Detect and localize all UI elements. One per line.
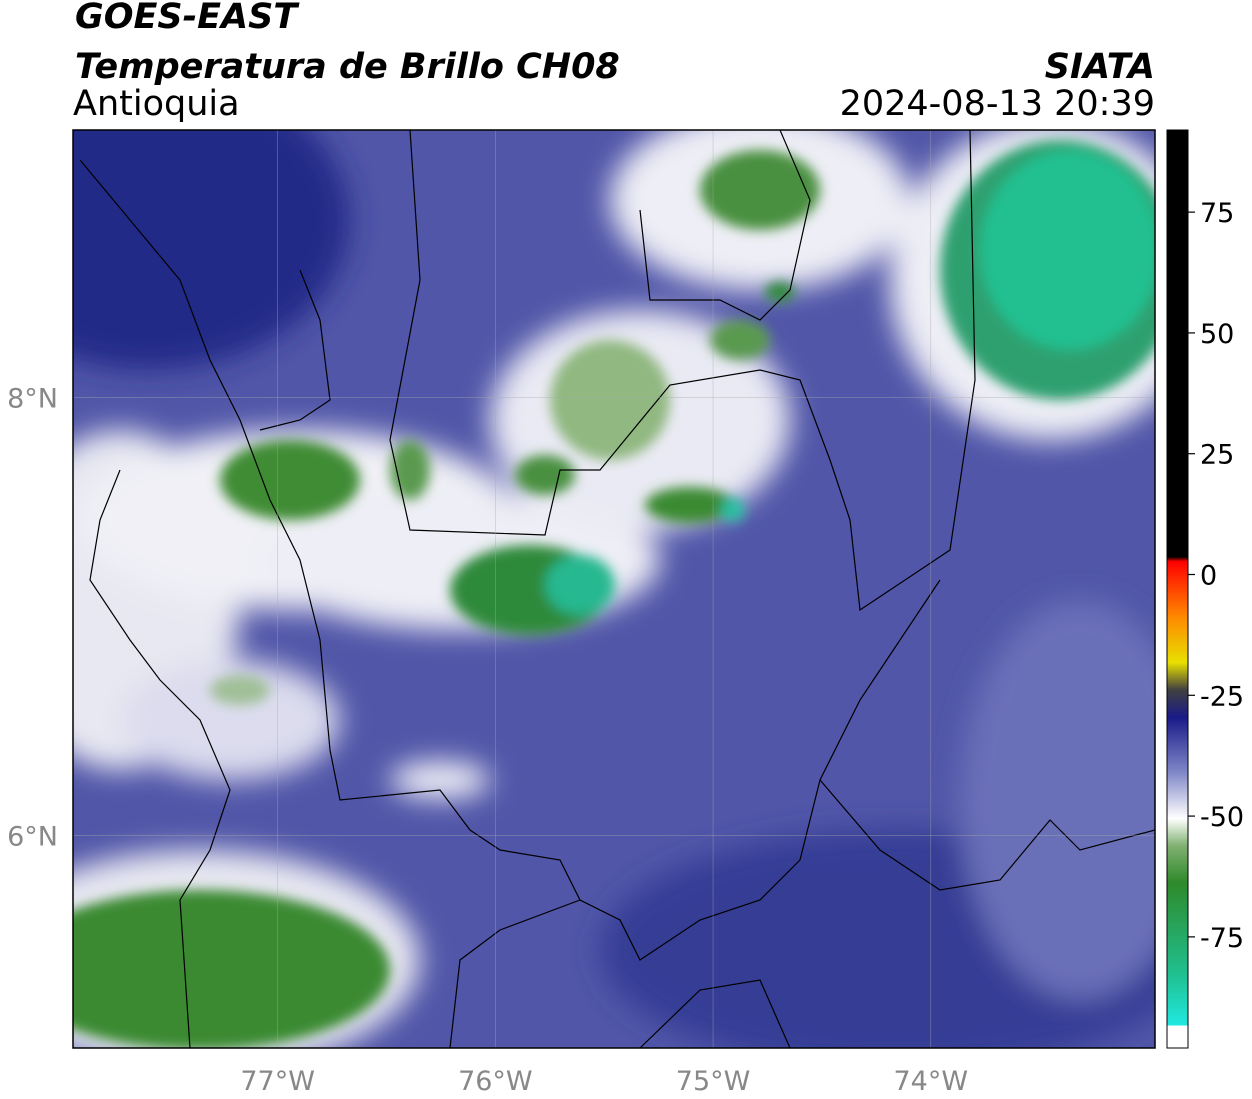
colorbar-tick-label: -75 [1200, 923, 1244, 954]
y-tick-label: 8°N [7, 383, 58, 414]
map-frame [72, 129, 1156, 1049]
region: Antioquia [73, 84, 240, 124]
colorbar-tick-label: 25 [1200, 440, 1234, 471]
source: SIATA [1045, 47, 1155, 87]
colorbar-tick-label: 50 [1200, 319, 1234, 350]
x-tick-label: 75°W [676, 1066, 751, 1097]
x-tick-label: 77°W [240, 1066, 315, 1097]
colorbar-tick-label: -50 [1200, 802, 1244, 833]
y-tick-label: 6°N [7, 821, 58, 852]
colorbar-tick-label: 0 [1200, 561, 1217, 592]
colorbar [1166, 129, 1189, 1049]
subtitle: Temperatura de Brillo CH08 [75, 47, 620, 87]
colorbar-tick-label: 75 [1200, 198, 1234, 229]
x-tick-label: 76°W [458, 1066, 533, 1097]
map-image [73, 130, 1155, 1048]
x-tick-label: 74°W [893, 1066, 968, 1097]
datetime: 2024-08-13 20:39 [840, 84, 1155, 124]
title: GOES-EAST [75, 0, 300, 37]
colorbar-tick-label: -25 [1200, 681, 1244, 712]
